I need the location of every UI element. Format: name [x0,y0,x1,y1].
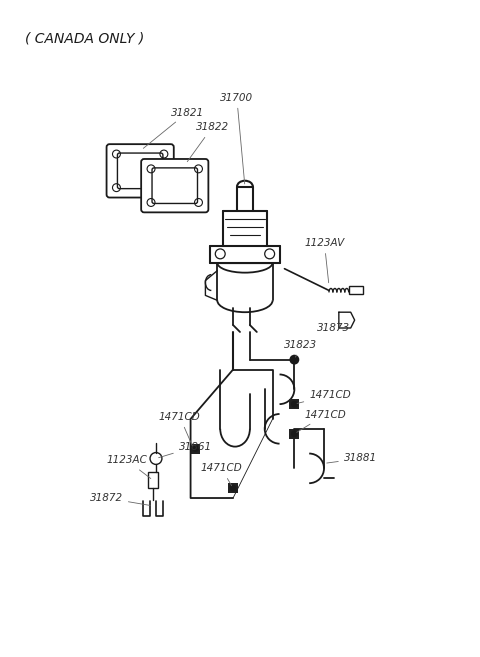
Bar [289,429,300,439]
Circle shape [289,355,300,365]
Text: 31872: 31872 [90,493,150,505]
Text: 1471CD: 1471CD [297,390,351,403]
Text: 1471CD: 1471CD [159,412,201,446]
Text: 1123AV: 1123AV [304,238,345,283]
Text: 31822: 31822 [187,122,228,162]
Bar [349,286,362,294]
Circle shape [291,401,298,407]
FancyBboxPatch shape [152,168,197,204]
FancyBboxPatch shape [141,159,208,212]
Bar [191,443,201,453]
Bar [228,483,238,493]
Text: 1123AC: 1123AC [107,455,151,478]
Bar [148,472,158,488]
Text: 1471CD: 1471CD [297,410,346,432]
Text: 31861: 31861 [159,442,212,458]
Text: ( CANADA ONLY ): ( CANADA ONLY ) [24,32,144,45]
Circle shape [192,445,199,452]
Circle shape [229,485,237,491]
Text: 31700: 31700 [220,93,253,184]
Text: 31821: 31821 [144,108,204,148]
FancyBboxPatch shape [107,144,174,198]
Text: 31881: 31881 [327,453,377,463]
Bar [289,399,300,409]
Circle shape [291,430,298,437]
Text: 31873: 31873 [317,320,350,333]
FancyBboxPatch shape [118,153,163,189]
Text: 1471CD: 1471CD [201,463,242,486]
Text: 31823: 31823 [285,340,318,357]
